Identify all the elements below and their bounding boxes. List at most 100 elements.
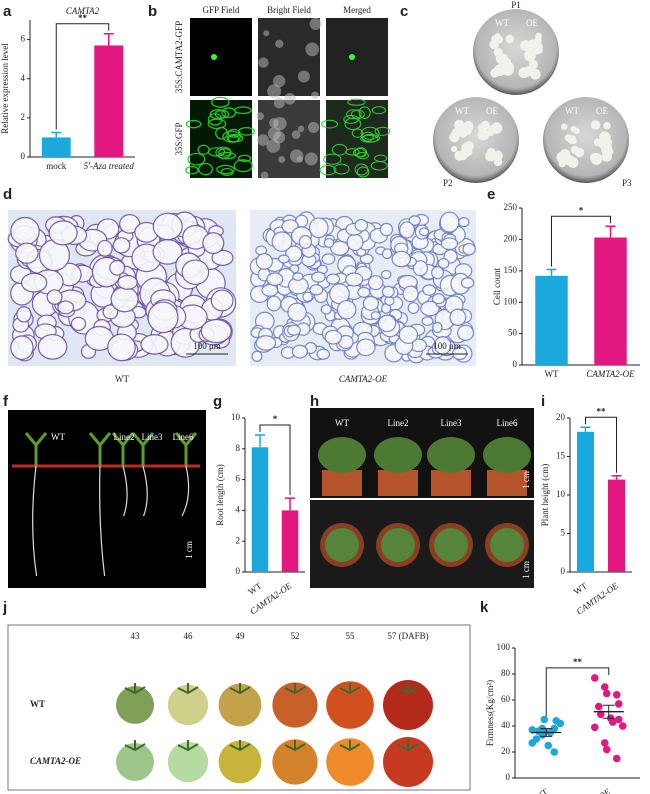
significance: ** bbox=[573, 657, 583, 667]
bright-spot bbox=[304, 152, 318, 166]
cell bbox=[291, 344, 308, 359]
cell bbox=[255, 335, 277, 351]
cell bbox=[380, 269, 392, 280]
genotype-label: WT bbox=[495, 18, 509, 28]
cell bbox=[431, 266, 445, 280]
genotype-label: WT bbox=[565, 106, 579, 116]
error-bar bbox=[540, 728, 553, 737]
tomato bbox=[272, 739, 318, 785]
cell bbox=[277, 254, 290, 264]
bright-spot bbox=[284, 93, 296, 105]
column-label: Bright Field bbox=[267, 5, 311, 15]
bright-spot bbox=[305, 42, 320, 57]
calyx bbox=[284, 740, 306, 752]
cell bbox=[57, 300, 75, 315]
gfp-cell bbox=[347, 98, 366, 106]
genotype-label: OE bbox=[526, 18, 538, 28]
y-axis-label: Plant height (cm) bbox=[540, 464, 550, 527]
line-label: Line3 bbox=[441, 418, 462, 428]
error-bar bbox=[285, 497, 295, 511]
gfp-cell bbox=[370, 160, 388, 171]
seedling bbox=[111, 432, 135, 466]
pot bbox=[322, 470, 362, 496]
x-tick-label: WT bbox=[545, 369, 559, 379]
point bbox=[590, 723, 599, 732]
x-tick-label: WT bbox=[572, 580, 590, 597]
cell bbox=[437, 257, 450, 269]
cell bbox=[37, 333, 68, 360]
gfp-cell bbox=[227, 128, 241, 138]
significance-bracket bbox=[55, 23, 110, 130]
colony bbox=[570, 145, 580, 155]
cell bbox=[10, 216, 40, 246]
day-label: 52 bbox=[291, 631, 300, 641]
point bbox=[590, 674, 599, 682]
cell bbox=[377, 314, 397, 333]
bright-spot bbox=[275, 39, 284, 48]
colony bbox=[495, 35, 504, 44]
panel-label: j bbox=[2, 599, 7, 616]
root bbox=[32, 465, 38, 577]
error-bar bbox=[255, 434, 265, 448]
pot bbox=[378, 470, 418, 496]
colony bbox=[463, 121, 474, 132]
bright-spot bbox=[278, 156, 286, 163]
panel-label: a bbox=[3, 3, 12, 20]
cell bbox=[46, 289, 63, 305]
cell bbox=[356, 338, 376, 357]
colony bbox=[603, 122, 611, 130]
calyx bbox=[339, 683, 361, 695]
calyx bbox=[229, 683, 251, 695]
seedling bbox=[131, 432, 155, 466]
point bbox=[614, 715, 623, 724]
bar bbox=[535, 275, 568, 365]
plant bbox=[381, 528, 415, 562]
gfp-cell bbox=[346, 109, 362, 120]
cell bbox=[362, 295, 380, 311]
panel-label: h bbox=[310, 393, 319, 410]
plate-name: P3 bbox=[622, 178, 632, 188]
gfp-cell bbox=[207, 113, 223, 126]
colony bbox=[603, 152, 612, 161]
cell bbox=[202, 232, 225, 255]
y-tick-label: 2 bbox=[236, 535, 241, 545]
calyx bbox=[229, 740, 251, 752]
point bbox=[544, 741, 553, 750]
cell bbox=[211, 249, 234, 266]
significance: ** bbox=[78, 13, 88, 23]
panel-label: b bbox=[148, 3, 157, 20]
y-axis-label: Relative expression level bbox=[0, 43, 10, 134]
bar bbox=[607, 479, 626, 572]
cell bbox=[379, 222, 394, 237]
point bbox=[600, 683, 609, 691]
root bbox=[122, 465, 128, 517]
x-tick-label: CAMTA2-OE bbox=[567, 786, 613, 794]
plant bbox=[483, 437, 531, 473]
bright-spot bbox=[263, 30, 270, 37]
genotype-label: OE bbox=[596, 106, 608, 116]
significance: * bbox=[579, 205, 584, 215]
cell bbox=[460, 277, 475, 289]
cell bbox=[96, 239, 113, 257]
calyx bbox=[284, 683, 306, 695]
plate bbox=[543, 97, 629, 183]
cell bbox=[102, 304, 119, 320]
y-tick-label: 5 bbox=[561, 528, 566, 538]
point bbox=[600, 739, 609, 747]
cell bbox=[391, 250, 412, 268]
cell bbox=[326, 273, 341, 285]
cell bbox=[431, 293, 446, 305]
error-bar bbox=[611, 475, 622, 480]
y-tick-label: 20 bbox=[501, 746, 511, 756]
image bbox=[190, 18, 252, 96]
point bbox=[540, 715, 549, 724]
cell bbox=[421, 316, 434, 326]
cell bbox=[323, 237, 335, 248]
colony bbox=[535, 32, 542, 40]
point bbox=[614, 700, 623, 708]
point bbox=[532, 735, 541, 743]
cell bbox=[16, 306, 32, 323]
row-label: WT bbox=[30, 699, 45, 709]
line-label: WT bbox=[51, 432, 65, 442]
genotype-label: WT bbox=[455, 106, 469, 116]
